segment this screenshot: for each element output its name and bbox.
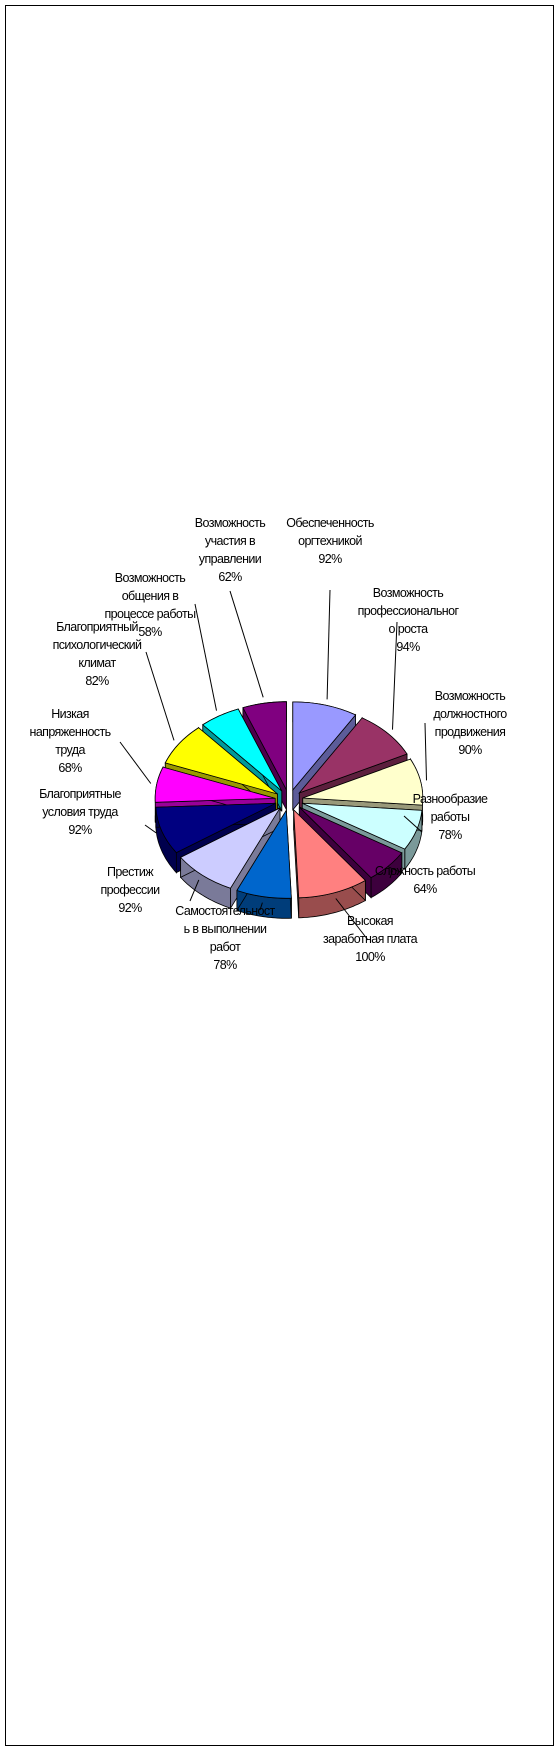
slice-label-line: Возможность [373, 586, 443, 600]
slice-top-1 [292, 701, 357, 791]
slice-label-line: Благоприятные [39, 787, 121, 801]
slice-label-line: продвижения [435, 725, 506, 739]
leader-line-2 [392, 621, 398, 730]
slice-label-7: Самостоятельност ь в выполнении работ 78% [175, 904, 275, 972]
slice-labels: Обеспеченность оргтехникой 92% Возможность п… [30, 516, 508, 972]
slice-label-line: заработная плата [323, 932, 418, 946]
slice-label-line: Возможность [435, 689, 505, 703]
leader-line-11 [145, 651, 175, 741]
slice-label-line: профессиональног [358, 604, 460, 618]
slice-label-line: работ [210, 940, 241, 954]
slice-label-9: Благоприятные условия труда 92% [39, 787, 121, 837]
slice-label-3: Возможность должностного продвижения 90% [433, 689, 507, 757]
slice-top-9 [155, 802, 276, 854]
slice-top-2 [298, 717, 408, 794]
leader-line-5 [389, 870, 393, 879]
slice-label-12: Возможность общения в процессе работы 58% [104, 571, 196, 639]
slice-label-line: профессии [101, 883, 161, 897]
slice-label-10: Низкая напряженность труда 68% [30, 707, 111, 775]
leader-line-3 [424, 722, 427, 781]
pie-slice-7 [236, 808, 292, 919]
slice-label-4: Разнообразие работы 78% [413, 792, 488, 842]
leader-line-8 [189, 879, 200, 902]
leader-line-1 [326, 589, 331, 700]
slice-label-1: Обеспеченность оргтехникой 92% [286, 516, 374, 566]
slice-label-6: Высокая заработная плата 100% [323, 914, 418, 964]
slice-top-10 [154, 766, 276, 803]
slice-top-13 [242, 701, 287, 790]
slice-top-5 [299, 806, 403, 879]
leader-lines [119, 589, 427, 941]
slice-label-line: психологический [53, 638, 142, 652]
pie-slice-6 [293, 808, 367, 919]
slice-label-line: Сложность работы [375, 864, 476, 878]
slice-top-11 [164, 727, 278, 795]
slice-label-line: работы [431, 810, 470, 824]
leader-line-12 [194, 603, 217, 711]
slice-label-line: Низкая [51, 707, 89, 721]
slice-label-line: о роста [389, 622, 429, 636]
leader-line-6 [335, 898, 369, 941]
leader-line-13 [229, 590, 264, 698]
leader-line-10 [119, 741, 152, 784]
slice-value-9: 92% [68, 823, 92, 837]
slice-value-3: 90% [458, 743, 482, 757]
slice-value-7: 78% [213, 958, 237, 972]
leader-line-7 [259, 902, 263, 911]
slice-value-13: 62% [218, 570, 242, 584]
slice-top-6 [293, 808, 367, 899]
slice-top-3 [302, 758, 424, 806]
slice-value-12: 58% [138, 625, 162, 639]
slice-top-12 [202, 708, 283, 792]
slice-label-line: Благоприятный [56, 620, 138, 634]
slice-label-line: Престиж [107, 865, 154, 879]
slice-value-10: 68% [58, 761, 82, 775]
slice-label-line: климат [78, 656, 116, 670]
slice-label-line: Высокая [347, 914, 393, 928]
slice-label-line: Разнообразие [413, 792, 488, 806]
slice-label-line: участия в [205, 534, 256, 548]
slice-label-line: Возможность [115, 571, 185, 585]
slice-top-7 [236, 809, 292, 899]
slice-label-8: Престиж профессии 92% [101, 865, 161, 915]
slice-label-line: процессе работы [104, 607, 196, 621]
slice-label-2: Возможность профессиональног о роста 94% [358, 586, 460, 654]
slice-label-line: условия труда [42, 805, 118, 819]
leader-line-9 [144, 824, 157, 834]
slice-label-line: Возможность [195, 516, 265, 530]
slice-label-line: управлении [199, 552, 262, 566]
slice-value-6: 100% [355, 950, 385, 964]
slice-label-line: Самостоятельност [175, 904, 275, 918]
slice-label-5: Сложность работы 64% [375, 864, 476, 896]
slice-label-line: должностного [433, 707, 507, 721]
slice-label-line: Обеспеченность [286, 516, 374, 530]
slice-value-11: 82% [85, 674, 109, 688]
slice-value-5: 64% [413, 882, 437, 896]
pie-slices [154, 701, 424, 919]
slice-label-line: ь в выполнении [184, 922, 267, 936]
slice-label-11: Благоприятный психологический климат 82% [53, 620, 142, 688]
slice-top-8 [179, 807, 282, 889]
slice-value-1: 92% [318, 552, 342, 566]
slice-value-8: 92% [118, 901, 142, 915]
slice-top-4 [302, 802, 423, 850]
slice-label-line: напряженность [30, 725, 111, 739]
slice-value-4: 78% [438, 828, 462, 842]
slice-label-line: оргтехникой [298, 534, 362, 548]
slice-value-2: 94% [396, 640, 420, 654]
slice-label-line: труда [55, 743, 85, 757]
slice-label-line: общения в [122, 589, 180, 603]
leader-line-4 [403, 815, 423, 833]
slice-label-13: Возможность участия в управлении 62% [195, 516, 265, 584]
